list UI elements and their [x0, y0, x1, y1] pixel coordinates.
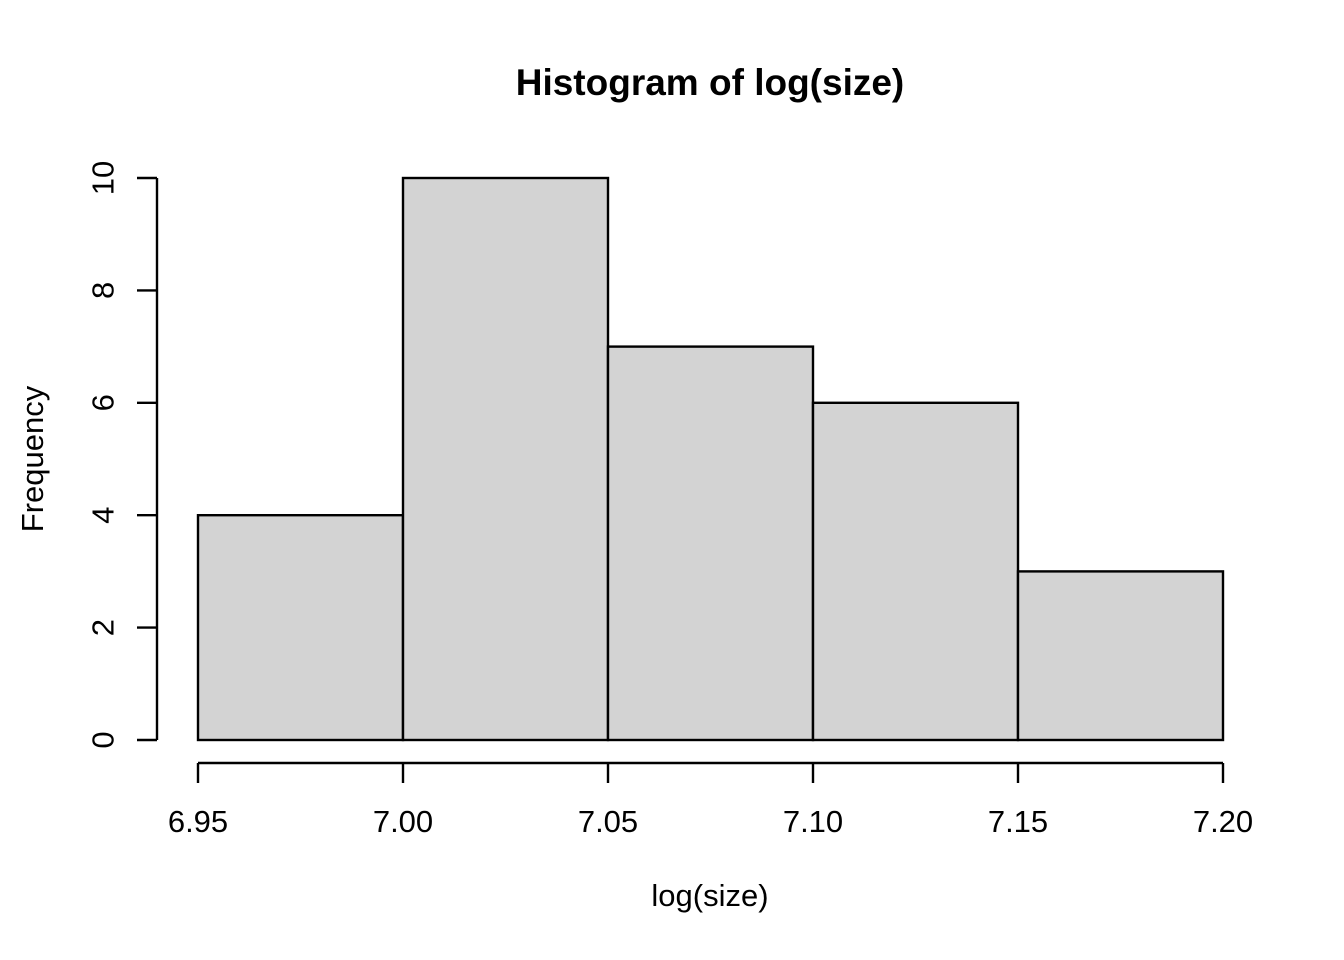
y-axis-tick-label: 4 — [86, 507, 121, 524]
x-axis-tick-label: 7.05 — [578, 804, 638, 839]
y-axis-tick-label: 0 — [86, 731, 121, 748]
y-axis-tick-label: 2 — [86, 619, 121, 636]
x-axis-tick-label: 7.00 — [373, 804, 433, 839]
x-axis-tick-label: 7.20 — [1193, 804, 1253, 839]
y-axis-tick-label: 8 — [86, 282, 121, 299]
y-axis-tick-label: 6 — [86, 394, 121, 411]
x-axis-tick-label: 7.15 — [988, 804, 1048, 839]
histogram-bar — [606, 345, 815, 742]
histogram-bar — [196, 514, 405, 742]
x-axis-tick-label: 7.10 — [783, 804, 843, 839]
histogram-bar — [811, 401, 1020, 742]
x-axis-title: log(size) — [651, 878, 769, 913]
histogram-bar — [1016, 570, 1225, 742]
histogram-bar — [401, 176, 610, 742]
x-axis-tick-label: 6.95 — [168, 804, 228, 839]
y-axis-tick-label: 10 — [86, 161, 121, 195]
chart-title: Histogram of log(size) — [515, 62, 905, 103]
